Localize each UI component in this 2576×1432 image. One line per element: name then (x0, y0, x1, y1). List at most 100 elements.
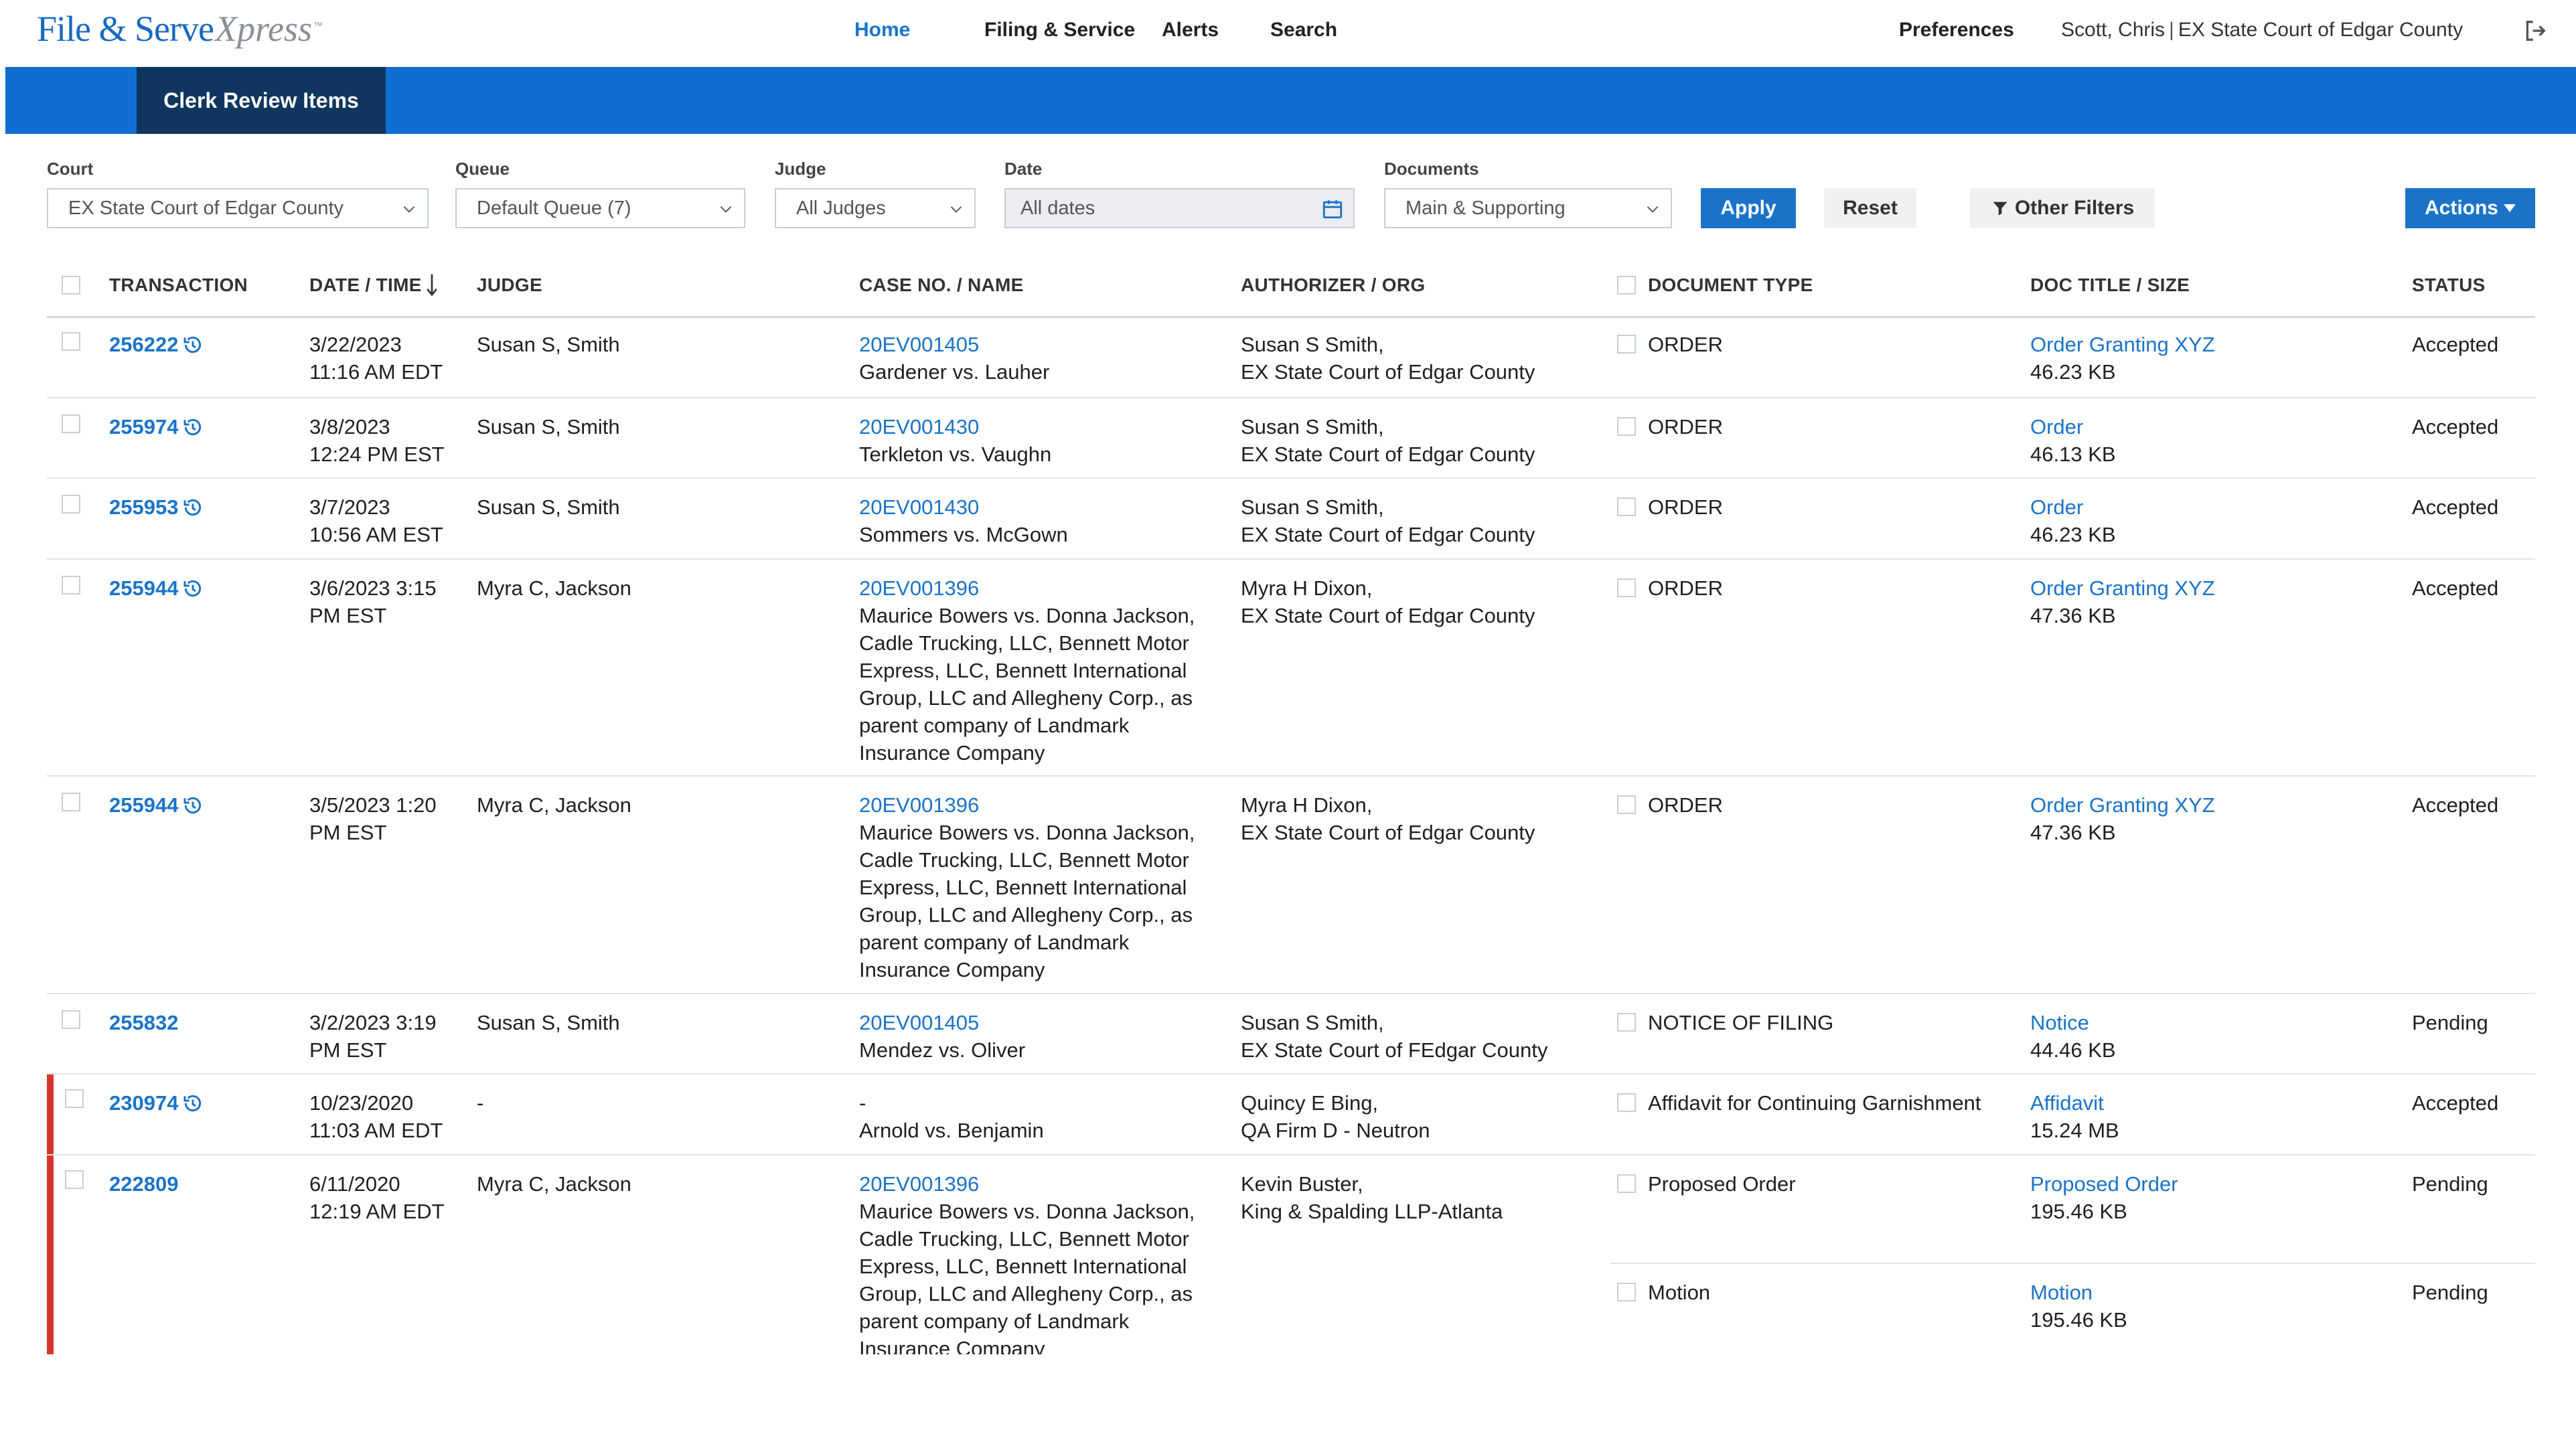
doc-checkbox[interactable] (1617, 1283, 1636, 1301)
case-number-link[interactable]: 20EV001396 (859, 793, 980, 817)
col-datetime[interactable]: DATE / TIME (309, 274, 422, 295)
apply-button[interactable]: Apply (1701, 188, 1796, 228)
judge-name: - (477, 1091, 484, 1115)
nav-filing-service[interactable]: Filing & Service (984, 19, 1136, 41)
row-checkbox[interactable] (65, 1170, 84, 1189)
transaction-link[interactable]: 255974 (109, 413, 204, 441)
col-doctitle[interactable]: DOC TITLE / SIZE (2030, 274, 2190, 295)
table-row[interactable]: 256222 3/22/2023 11:16 AM EDT Susan S, S… (47, 316, 2535, 398)
doc-title-link[interactable]: Order (2030, 495, 2084, 519)
doc-title-link[interactable]: Notice (2030, 1011, 2089, 1034)
queue-filter-label: Queue (455, 159, 510, 179)
row-checkbox[interactable] (62, 332, 80, 351)
case-number-link[interactable]: 20EV001430 (859, 415, 980, 439)
row-checkbox[interactable] (62, 495, 80, 513)
table-row[interactable]: 255953 3/7/2023 10:56 AM EST Susan S, Sm… (47, 479, 2535, 560)
queue-select[interactable]: Default Queue (7) (455, 188, 745, 228)
history-icon[interactable] (182, 578, 204, 599)
tab-clerk-review-items[interactable]: Clerk Review Items (137, 67, 386, 134)
doc-title-link[interactable]: Proposed Order (2030, 1172, 2178, 1196)
documents-select[interactable]: Main & Supporting (1384, 188, 1672, 228)
history-icon[interactable] (182, 795, 204, 816)
case-number-link[interactable]: 20EV001430 (859, 495, 980, 519)
row-checkbox[interactable] (65, 1089, 84, 1108)
col-case[interactable]: CASE NO. / NAME (859, 274, 1024, 295)
doc-checkbox[interactable] (1617, 497, 1636, 516)
transaction-link[interactable]: 230974 (109, 1089, 204, 1117)
other-filters-button[interactable]: Other Filters (1970, 188, 2155, 228)
judge-name: Susan S, Smith (477, 1011, 620, 1034)
transaction-link[interactable]: 256222 (109, 331, 204, 358)
case-number-link[interactable]: 20EV001405 (859, 1011, 980, 1034)
time: 11:03 AM EDT (309, 1119, 443, 1142)
case-number-link[interactable]: 20EV001396 (859, 576, 980, 600)
case-name-line: Maurice Bowers vs. Donna Jackson, (859, 604, 1195, 627)
table-row[interactable]: 255944 3/5/2023 1:20 PM EST Myra C, Jack… (47, 777, 2535, 994)
user-court-info[interactable]: Scott, Chris | EX State Court of Edgar Cou… (2061, 19, 2463, 42)
document-type: ORDER (1648, 333, 1723, 356)
actions-button[interactable]: Actions (2405, 188, 2535, 228)
col-status[interactable]: STATUS (2412, 274, 2486, 295)
table-row-flagged[interactable]: 222809 6/11/2020 12:19 AM EDT Myra C, Ja… (47, 1156, 2535, 1354)
history-icon[interactable] (182, 416, 204, 438)
doc-checkbox[interactable] (1617, 417, 1636, 436)
reset-button[interactable]: Reset (1824, 188, 1916, 228)
col-doctype[interactable]: DOCUMENT TYPE (1648, 274, 1813, 295)
status-text: Pending (2412, 1281, 2488, 1304)
col-authorizer[interactable]: AUTHORIZER / ORG (1241, 274, 1426, 295)
table-row[interactable]: 255832 3/2/2023 3:19 PM EST Susan S, Smi… (47, 994, 2535, 1075)
table-row[interactable]: 255944 3/6/2023 3:15 PM EST Myra C, Jack… (47, 560, 2535, 777)
transaction-link[interactable]: 255832 (109, 1009, 178, 1036)
judge-select[interactable]: All Judges (775, 188, 976, 228)
col-transaction[interactable]: TRANSACTION (109, 274, 248, 295)
court-select[interactable]: EX State Court of Edgar County (47, 188, 429, 228)
nav-alerts[interactable]: Alerts (1162, 19, 1219, 41)
row-checkbox[interactable] (62, 576, 80, 594)
case-number-link[interactable]: 20EV001405 (859, 333, 980, 356)
doc-title-link[interactable]: Order Granting XYZ (2030, 793, 2215, 817)
row-checkbox[interactable] (62, 414, 80, 433)
doc-title-link[interactable]: Order (2030, 415, 2084, 439)
authorizer-cell: Myra H Dixon, EX State Court of Edgar Co… (1241, 574, 1535, 629)
doc-title-link[interactable]: Order Granting XYZ (2030, 333, 2215, 356)
doc-select-all-checkbox[interactable] (1617, 276, 1636, 295)
nav-preferences[interactable]: Preferences (1899, 19, 2014, 41)
transaction-link[interactable]: 222809 (109, 1170, 178, 1198)
doc-title-link[interactable]: Motion (2030, 1281, 2093, 1304)
doc-checkbox[interactable] (1617, 335, 1636, 353)
judge-name: Myra C, Jackson (477, 1172, 631, 1196)
nav-search[interactable]: Search (1270, 19, 1338, 41)
sort-down-arrow-icon[interactable] (426, 273, 438, 296)
transaction-link[interactable]: 255953 (109, 493, 204, 521)
history-icon[interactable] (182, 334, 204, 355)
date-time: 3/22/2023 11:16 AM EDT (309, 331, 443, 386)
table-row[interactable]: 255974 3/8/2023 12:24 PM EST Susan S, Sm… (47, 398, 2535, 479)
doc-checkbox[interactable] (1617, 1013, 1636, 1032)
history-icon[interactable] (182, 1093, 204, 1114)
doc-checkbox[interactable] (1617, 1093, 1636, 1112)
doc-checkbox[interactable] (1617, 1174, 1636, 1193)
nav-home[interactable]: Home (854, 19, 911, 41)
case-name-line: Insurance Company (859, 958, 1045, 981)
date: 3/5/2023 1:20 (309, 793, 437, 817)
date-input[interactable]: All dates (1004, 188, 1355, 228)
case-number-link[interactable]: 20EV001396 (859, 1172, 980, 1196)
table-row-flagged[interactable]: 230974 10/23/2020 11:03 AM EDT - - Arnol… (47, 1075, 2535, 1156)
row-checkbox[interactable] (62, 793, 80, 811)
file-serve-xpress-logo[interactable]: File & Serve Xpress ™ (37, 8, 323, 55)
doc-size: 47.36 KB (2030, 604, 2116, 627)
judge-select-value: All Judges (796, 197, 886, 219)
transaction-link[interactable]: 255944 (109, 574, 204, 602)
select-all-checkbox[interactable] (62, 276, 80, 295)
doc-checkbox[interactable] (1617, 578, 1636, 597)
history-icon[interactable] (182, 497, 204, 518)
doc-title-link[interactable]: Affidavit (2030, 1091, 2104, 1115)
transaction-link[interactable]: 255944 (109, 791, 204, 819)
doc-title-link[interactable]: Order Granting XYZ (2030, 576, 2215, 600)
logout-icon[interactable] (2522, 17, 2549, 44)
doc-checkbox[interactable] (1617, 795, 1636, 814)
row-checkbox[interactable] (62, 1010, 80, 1029)
doc-title-cell: Affidavit 15.24 MB (2030, 1089, 2119, 1144)
calendar-icon[interactable] (1321, 197, 1344, 220)
col-judge[interactable]: JUDGE (477, 274, 542, 295)
